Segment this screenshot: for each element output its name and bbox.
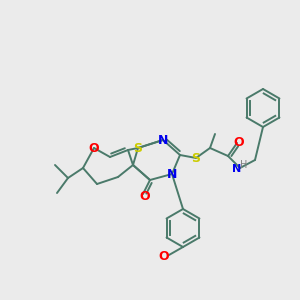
Text: S: S	[191, 152, 200, 164]
Text: N: N	[158, 134, 168, 146]
Text: N: N	[232, 164, 242, 174]
Text: S: S	[134, 142, 142, 154]
Text: O: O	[140, 190, 150, 202]
Text: N: N	[167, 167, 177, 181]
Text: H: H	[240, 160, 248, 170]
Text: O: O	[89, 142, 99, 154]
Text: O: O	[234, 136, 244, 148]
Text: O: O	[159, 250, 169, 263]
